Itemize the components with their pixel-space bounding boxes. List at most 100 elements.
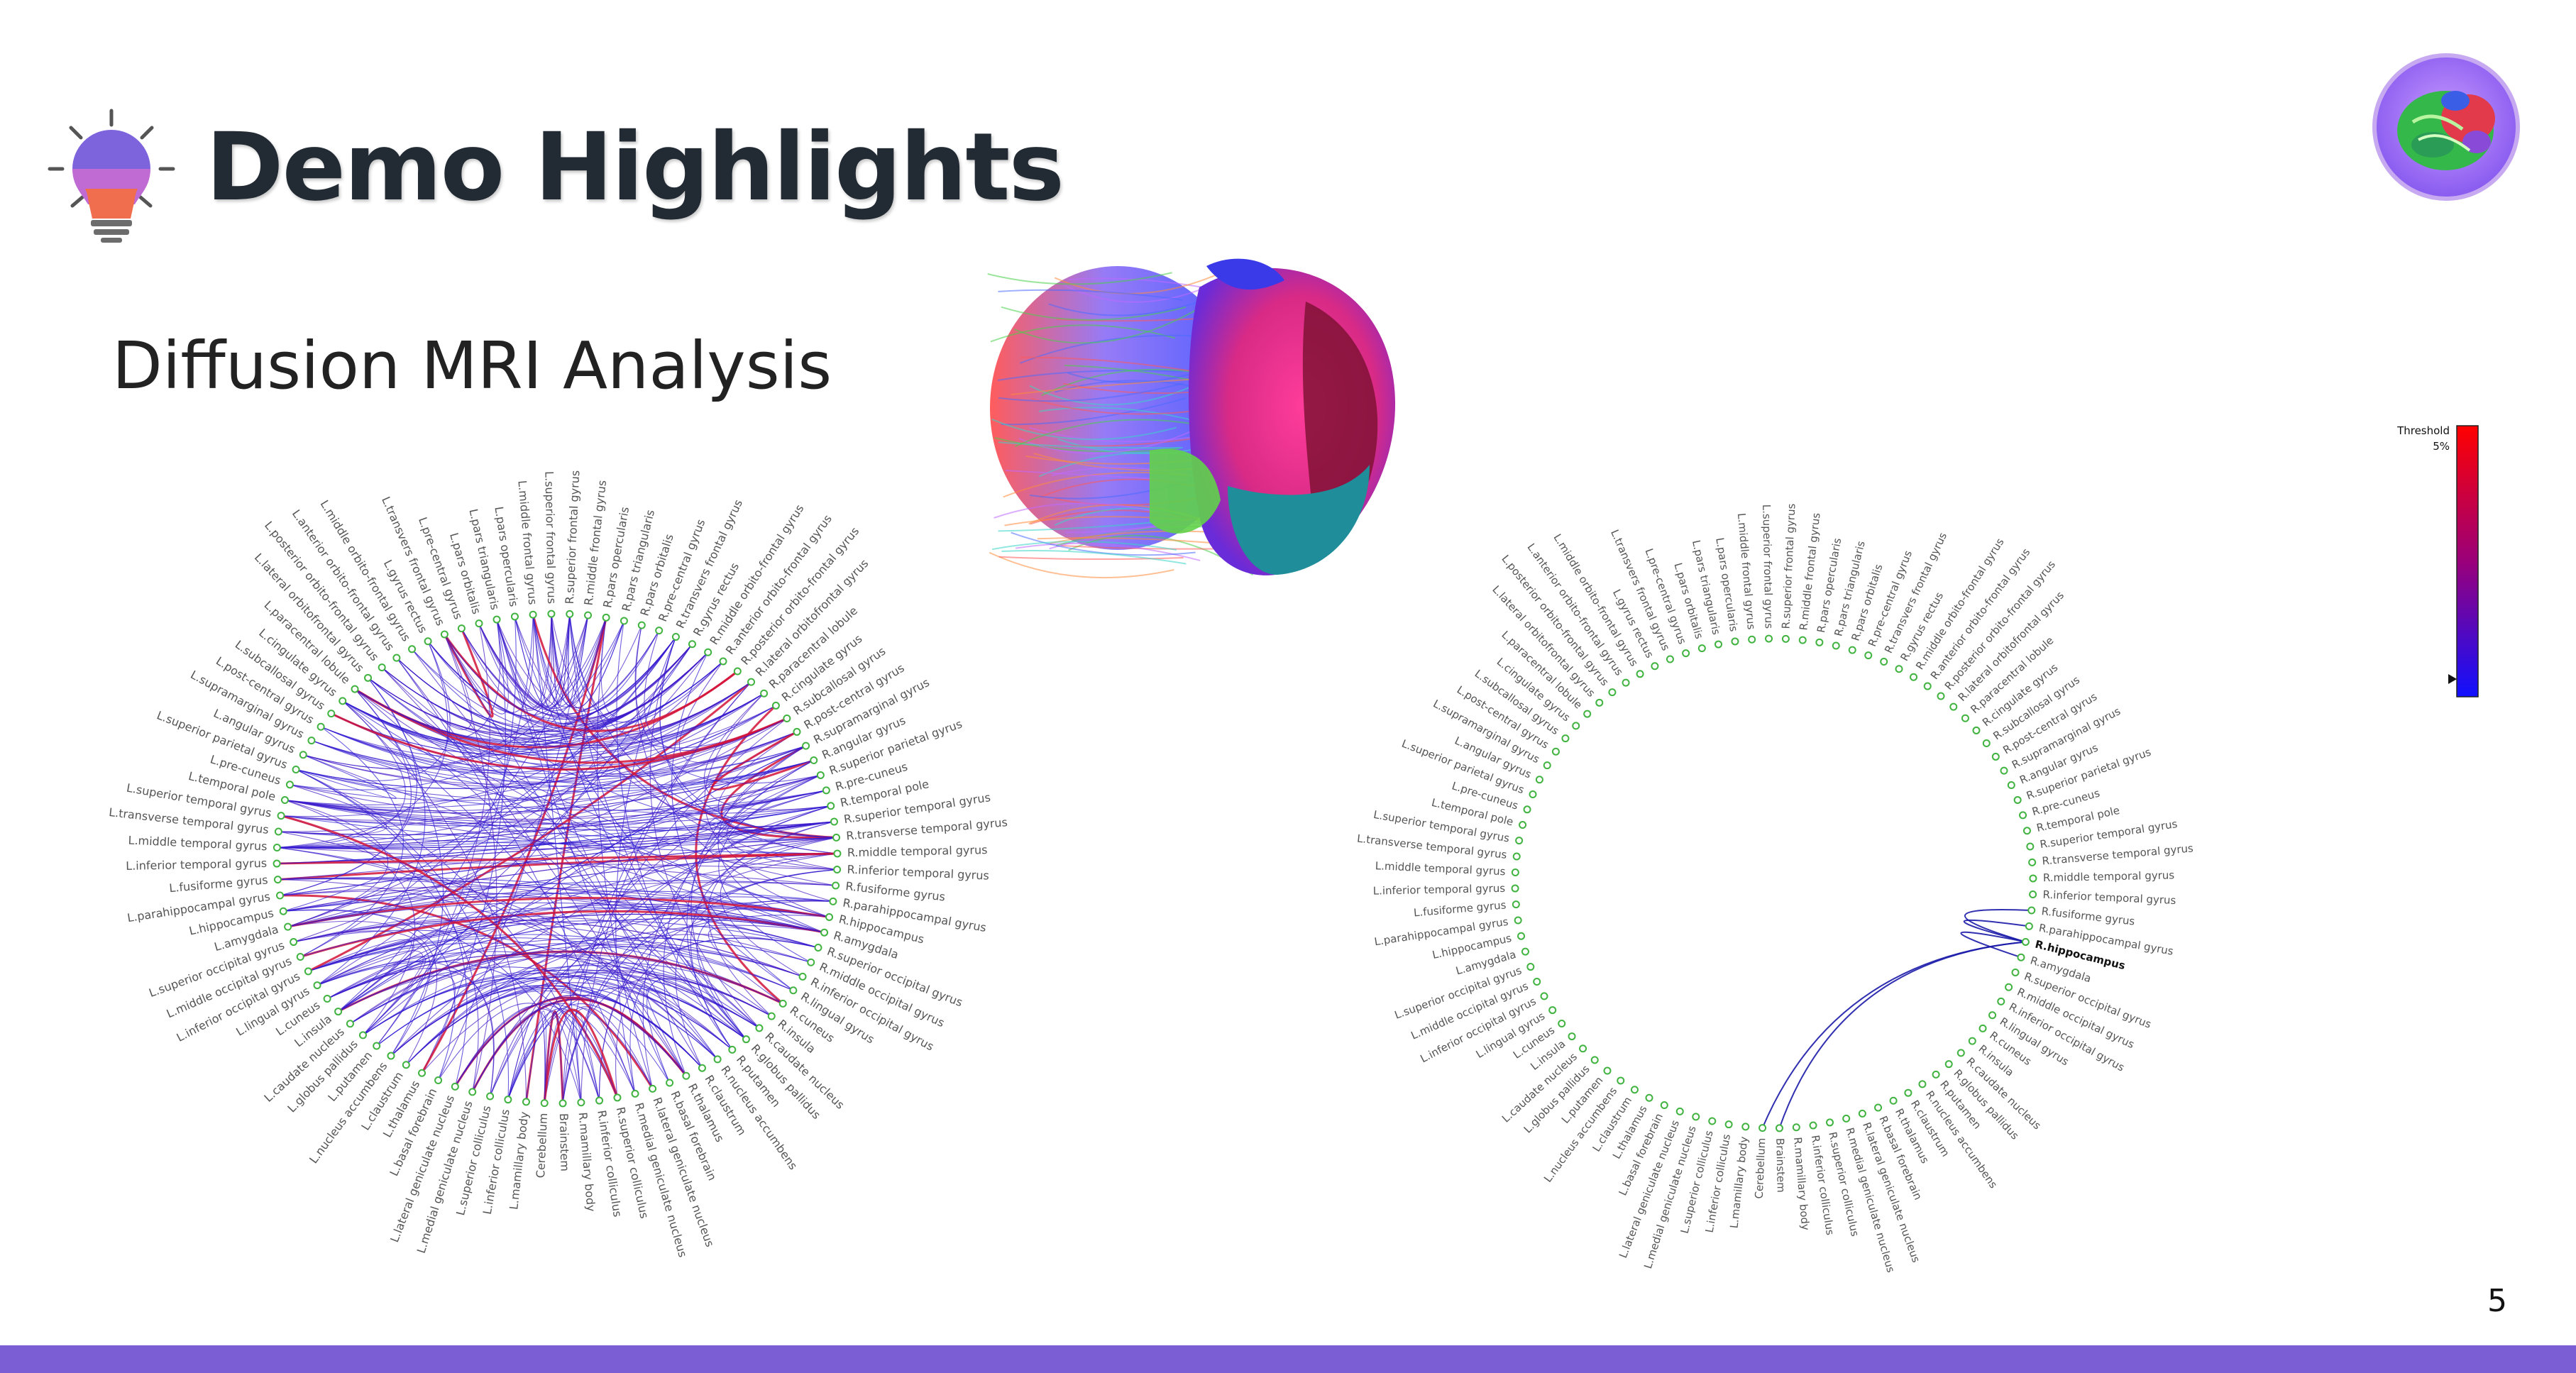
region-node[interactable] bbox=[1682, 649, 1690, 658]
region-node[interactable] bbox=[2027, 906, 2036, 915]
region-node[interactable] bbox=[742, 1035, 750, 1044]
region-node[interactable] bbox=[1923, 682, 1932, 690]
region-node[interactable] bbox=[1937, 692, 1945, 700]
region-node[interactable] bbox=[833, 849, 842, 858]
region-node[interactable] bbox=[704, 648, 712, 656]
region-node[interactable] bbox=[698, 1064, 706, 1072]
region-node[interactable] bbox=[719, 657, 727, 666]
region-node[interactable] bbox=[468, 1088, 477, 1096]
region-node[interactable] bbox=[832, 881, 840, 890]
region-node[interactable] bbox=[378, 663, 386, 672]
region-node[interactable] bbox=[789, 986, 798, 995]
region-node[interactable] bbox=[2011, 968, 2020, 976]
region-node[interactable] bbox=[510, 612, 519, 621]
region-node[interactable] bbox=[338, 697, 347, 705]
region-node[interactable] bbox=[1543, 761, 1551, 770]
region-node[interactable] bbox=[827, 802, 835, 810]
region-node[interactable] bbox=[637, 621, 646, 629]
region-node[interactable] bbox=[755, 1024, 764, 1032]
region-node[interactable] bbox=[1666, 655, 1674, 663]
region-node[interactable] bbox=[829, 897, 837, 905]
region-node[interactable] bbox=[2021, 937, 2030, 946]
region-node[interactable] bbox=[280, 796, 289, 805]
region-node[interactable] bbox=[296, 953, 304, 961]
region-node[interactable] bbox=[418, 1069, 426, 1077]
region-node[interactable] bbox=[457, 624, 466, 633]
region-node[interactable] bbox=[1590, 1056, 1599, 1064]
region-node[interactable] bbox=[402, 1061, 410, 1069]
region-node[interactable] bbox=[1932, 1070, 1940, 1079]
region-node[interactable] bbox=[292, 766, 300, 774]
region-node[interactable] bbox=[1515, 837, 1524, 845]
region-node[interactable] bbox=[577, 1098, 585, 1107]
region-node[interactable] bbox=[1568, 1032, 1576, 1041]
region-node[interactable] bbox=[334, 1008, 343, 1016]
region-node[interactable] bbox=[1864, 651, 1873, 660]
region-node[interactable] bbox=[434, 1076, 443, 1084]
region-node[interactable] bbox=[793, 727, 801, 736]
region-node[interactable] bbox=[284, 922, 292, 931]
region-node[interactable] bbox=[1595, 698, 1604, 707]
region-node[interactable] bbox=[351, 685, 359, 693]
region-node[interactable] bbox=[492, 615, 501, 624]
region-node[interactable] bbox=[747, 678, 756, 686]
region-node[interactable] bbox=[602, 613, 610, 622]
region-node[interactable] bbox=[504, 1096, 512, 1104]
region-node[interactable] bbox=[1517, 932, 1526, 940]
region-node[interactable] bbox=[424, 637, 432, 646]
region-node[interactable] bbox=[833, 866, 842, 874]
region-node[interactable] bbox=[1692, 1113, 1700, 1121]
region-node[interactable] bbox=[2007, 781, 2015, 789]
region-node[interactable] bbox=[1529, 790, 1537, 799]
region-node[interactable] bbox=[277, 812, 285, 820]
region-node[interactable] bbox=[1583, 710, 1592, 718]
region-node[interactable] bbox=[1874, 1103, 1883, 1112]
region-node[interactable] bbox=[671, 633, 680, 641]
region-node[interactable] bbox=[2000, 766, 2008, 775]
region-node[interactable] bbox=[290, 938, 298, 947]
region-node[interactable] bbox=[814, 943, 822, 952]
region-node[interactable] bbox=[1533, 978, 1541, 986]
region-node[interactable] bbox=[2026, 842, 2035, 851]
region-node[interactable] bbox=[798, 972, 807, 981]
region-node[interactable] bbox=[1949, 702, 1958, 711]
region-node[interactable] bbox=[1775, 1124, 1783, 1132]
region-node[interactable] bbox=[1972, 726, 1981, 734]
region-node[interactable] bbox=[760, 689, 769, 697]
region-node[interactable] bbox=[802, 741, 810, 750]
region-node[interactable] bbox=[1514, 916, 1522, 925]
region-node[interactable] bbox=[1630, 1086, 1639, 1094]
region-node[interactable] bbox=[2028, 858, 2037, 866]
region-node[interactable] bbox=[1645, 1093, 1653, 1102]
region-node[interactable] bbox=[728, 1045, 737, 1054]
region-node[interactable] bbox=[364, 673, 373, 682]
region-node[interactable] bbox=[299, 751, 307, 759]
region-node[interactable] bbox=[767, 1012, 776, 1020]
region-node[interactable] bbox=[1895, 665, 1903, 673]
region-node[interactable] bbox=[771, 701, 780, 710]
region-node[interactable] bbox=[1558, 1019, 1566, 1027]
region-node[interactable] bbox=[273, 859, 281, 868]
region-node[interactable] bbox=[323, 994, 331, 1003]
region-node[interactable] bbox=[1622, 678, 1630, 687]
region-node[interactable] bbox=[408, 645, 417, 654]
region-node[interactable] bbox=[1572, 722, 1580, 730]
region-node[interactable] bbox=[392, 654, 401, 662]
region-node[interactable] bbox=[822, 786, 830, 795]
region-node[interactable] bbox=[1988, 1011, 1997, 1020]
region-node[interactable] bbox=[1724, 1120, 1733, 1129]
region-node[interactable] bbox=[1792, 1123, 1800, 1132]
region-node[interactable] bbox=[2025, 922, 2033, 930]
region-node[interactable] bbox=[1561, 734, 1570, 743]
region-node[interactable] bbox=[1848, 646, 1856, 654]
region-node[interactable] bbox=[682, 1071, 690, 1080]
region-node[interactable] bbox=[313, 981, 321, 990]
region-node[interactable] bbox=[346, 1020, 354, 1028]
region-node[interactable] bbox=[1660, 1101, 1668, 1109]
region-node[interactable] bbox=[1765, 634, 1773, 643]
region-node[interactable] bbox=[1842, 1114, 1851, 1123]
region-node[interactable] bbox=[1540, 992, 1548, 1000]
region-node[interactable] bbox=[2005, 983, 2013, 991]
region-node[interactable] bbox=[276, 891, 285, 900]
region-node[interactable] bbox=[1603, 1066, 1612, 1075]
